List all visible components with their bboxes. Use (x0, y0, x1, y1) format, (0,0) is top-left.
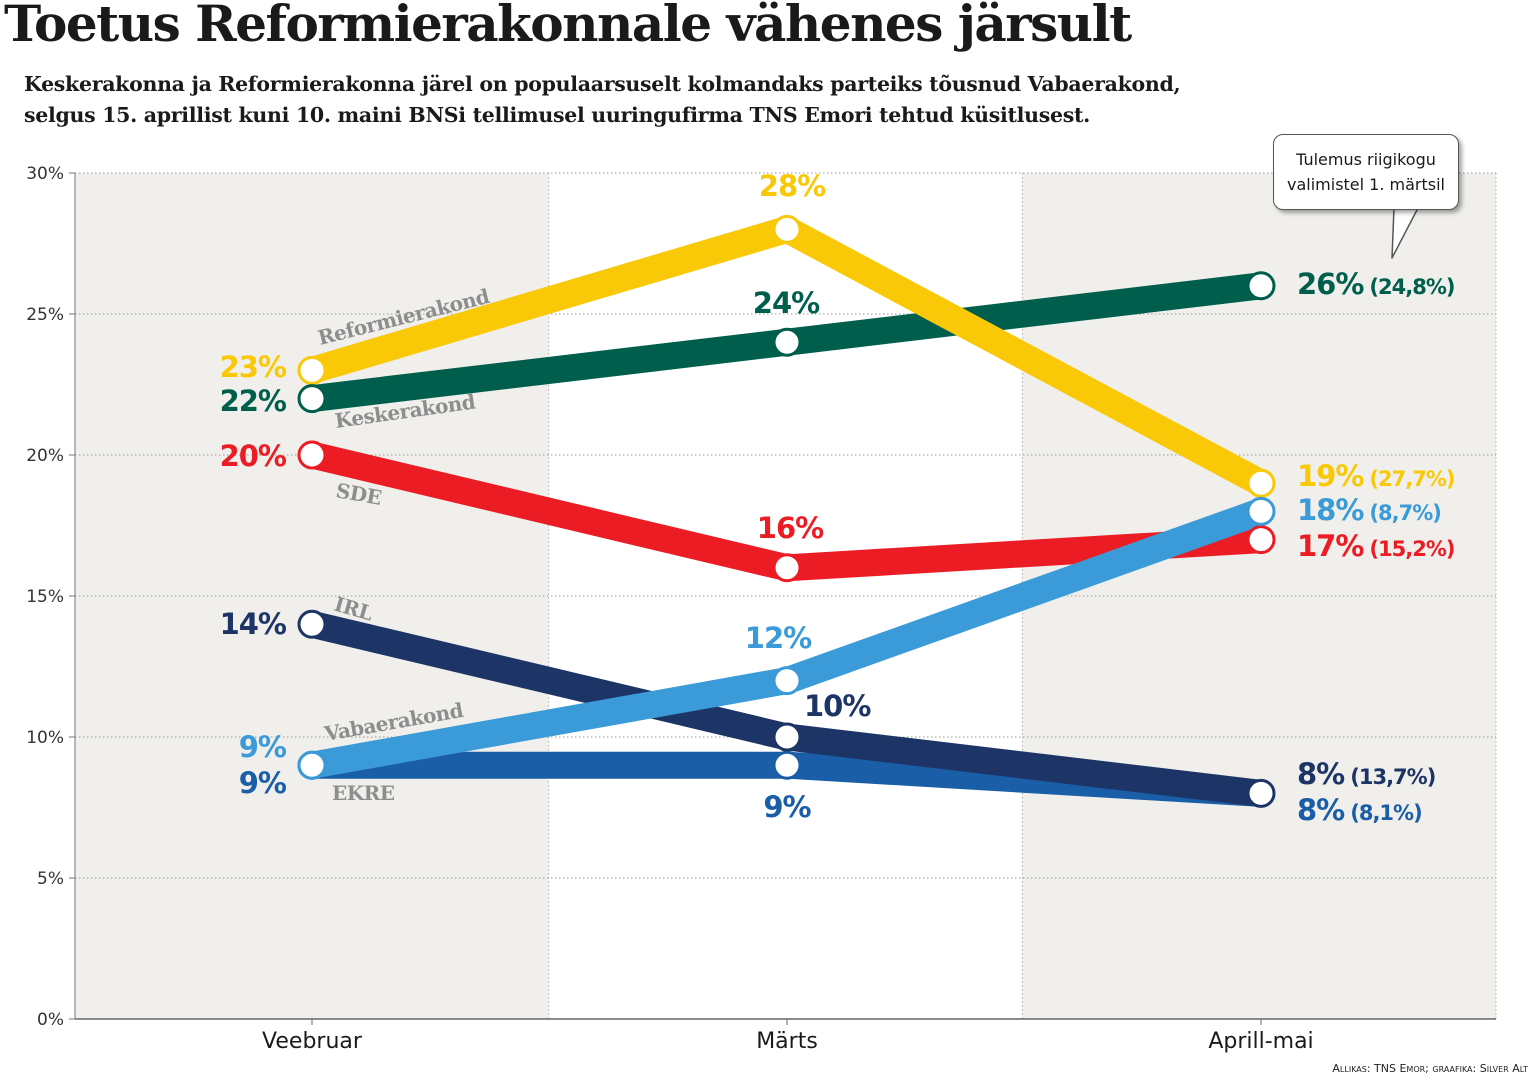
series-points (297, 214, 1276, 808)
callout-line-2: valimistel 1. märtsil (1287, 175, 1445, 194)
data-point (772, 750, 802, 780)
source-credit: Allikas: TNS Emor; graafika: Silver Alt (1332, 1062, 1528, 1075)
x-tick-label: Veebruar (262, 1029, 363, 1054)
value-label: 10% (804, 689, 871, 723)
value-label: 20% (220, 439, 287, 473)
election-result-label: (27,7%) (1369, 467, 1454, 491)
data-point (1246, 496, 1276, 526)
value-label: 28% (759, 169, 826, 203)
y-tick-label: 30% (26, 164, 64, 184)
data-point (772, 214, 802, 244)
data-point (772, 327, 802, 357)
y-tick-label: 10% (26, 728, 64, 748)
x-tick-label: Märts (756, 1029, 818, 1054)
data-point (772, 553, 802, 583)
value-label: 24% (753, 286, 820, 320)
series-name-label: EKRE (332, 781, 395, 805)
value-label: 22% (220, 384, 287, 418)
y-axis: 0% 5% 10% 15% 20% 25% 30% (26, 164, 76, 1030)
data-point (772, 666, 802, 696)
data-point (297, 609, 327, 639)
value-label: 23% (220, 350, 287, 384)
data-point (297, 750, 327, 780)
data-point (1246, 271, 1276, 301)
election-result-label: (8,1%) (1350, 801, 1421, 825)
callout-line-1: Tulemus riigikogu (1296, 150, 1436, 169)
election-result-label: (8,7%) (1369, 501, 1440, 525)
x-axis: Veebruar Märts Aprill-mai (75, 1018, 1496, 1054)
chart-subtitle-line-1: Keskerakonna ja Reformierakonna järel on… (24, 72, 1181, 96)
data-point (772, 722, 802, 752)
chart-title: Toetus Reformierakonnale vähenes järsult (4, 0, 1132, 53)
y-tick-label: 0% (37, 1010, 64, 1030)
value-label: 9% (239, 766, 287, 800)
value-label: 8% (13,7%) (1297, 757, 1435, 791)
data-point (297, 355, 327, 385)
data-point (297, 384, 327, 414)
election-result-label: (13,7%) (1350, 765, 1435, 789)
election-result-label: (15,2%) (1369, 537, 1454, 561)
value-label: 14% (220, 607, 287, 641)
y-tick-label: 20% (26, 446, 64, 466)
y-tick-label: 25% (26, 305, 64, 325)
election-callout: Tulemus riigikogu valimistel 1. märtsil (1273, 134, 1459, 210)
data-point (297, 440, 327, 470)
value-label: 16% (757, 511, 824, 545)
election-result-label: (24,8%) (1369, 275, 1454, 299)
value-label: 12% (745, 621, 812, 655)
y-tick-label: 5% (37, 869, 64, 889)
chart-subtitle-line-2: selgus 15. aprillist kuni 10. maini BNSi… (24, 103, 1091, 127)
value-label: 9% (763, 790, 811, 824)
data-point (1246, 525, 1276, 555)
data-point (1246, 778, 1276, 808)
x-tick-label: Aprill-mai (1208, 1029, 1313, 1054)
y-tick-label: 15% (26, 587, 64, 607)
value-label: 9% (239, 730, 287, 764)
data-point (1246, 468, 1276, 498)
